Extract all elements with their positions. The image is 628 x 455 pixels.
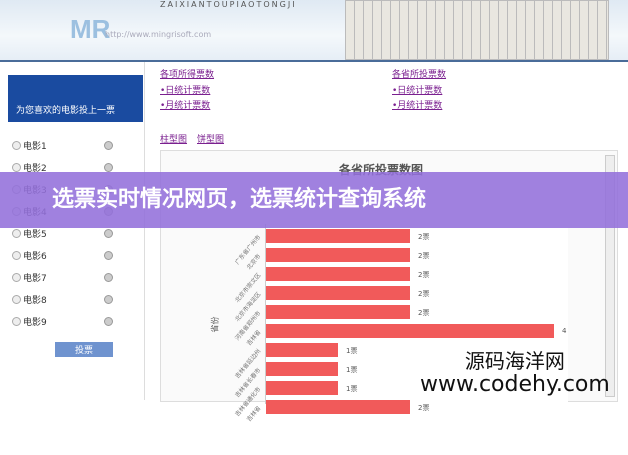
link-item-daily[interactable]: •日统计票数: [160, 86, 211, 96]
radio-icon[interactable]: [12, 141, 21, 150]
movie-option[interactable]: 电影7: [12, 270, 142, 286]
movie-label: 电影1: [23, 142, 47, 152]
data-label: 1票: [346, 366, 358, 374]
bar: [266, 286, 410, 300]
bar: [266, 248, 410, 262]
logo: MR: [70, 14, 111, 44]
data-label: 2票: [418, 404, 430, 412]
link-province-votes[interactable]: 各省所投票数: [392, 70, 447, 80]
header-url: http://www.mingrisoft.com: [105, 30, 212, 39]
bar-chart-link[interactable]: 柱型图: [160, 135, 188, 145]
bar: [266, 400, 410, 414]
data-label: 2票: [418, 290, 430, 298]
pie-chart-link[interactable]: 饼型图: [197, 135, 225, 145]
radio-button[interactable]: [104, 273, 113, 282]
bar: [266, 305, 410, 319]
watermark: 源码海洋网 www.codehy.com: [420, 345, 610, 396]
data-label: 2票: [418, 271, 430, 279]
scrollbar[interactable]: [605, 155, 615, 397]
bar: [266, 229, 410, 243]
movie-option[interactable]: 电影8: [12, 292, 142, 308]
movie-label: 电影8: [23, 296, 47, 306]
link-province-daily[interactable]: •日统计票数: [392, 86, 443, 96]
movie-label: 电影7: [23, 274, 47, 284]
radio-button[interactable]: [104, 295, 113, 304]
radio-icon[interactable]: [12, 273, 21, 282]
radio-icon[interactable]: [12, 317, 21, 326]
link-item-monthly[interactable]: •月统计票数: [160, 101, 211, 111]
radio-button[interactable]: [104, 317, 113, 326]
link-province-monthly[interactable]: •月统计票数: [392, 101, 443, 111]
vote-panel: 为您喜欢的电影投上一票 电影1电影2电影3电影4电影5电影6电影7电影8电影9 …: [8, 62, 145, 400]
bar: [266, 381, 338, 395]
plot-area: 2票 2票 2票 2票 2票 4 1票 1票 1票 2票: [265, 224, 568, 414]
overlay-banner: 选票实时情况网页，选票统计查询系统: [0, 172, 628, 228]
radio-button[interactable]: [104, 251, 113, 260]
radio-button[interactable]: [104, 163, 113, 172]
radio-icon[interactable]: [12, 251, 21, 260]
data-label: 1票: [346, 385, 358, 393]
watermark-line2: www.codehy.com: [420, 372, 610, 397]
bar: [266, 362, 338, 376]
bar: [266, 324, 554, 338]
bar: [266, 267, 410, 281]
data-label: 4: [562, 327, 567, 335]
data-label: 2票: [418, 252, 430, 260]
movie-option[interactable]: 电影5: [12, 226, 142, 242]
movie-option[interactable]: 电影2: [12, 160, 142, 176]
radio-icon[interactable]: [12, 229, 21, 238]
movie-option[interactable]: 电影6: [12, 248, 142, 264]
data-label: 2票: [418, 233, 430, 241]
link-item-votes[interactable]: 各项所得票数: [160, 70, 215, 80]
movie-option[interactable]: 电影1: [12, 138, 142, 154]
movie-label: 电影9: [23, 318, 47, 328]
header-banner: ZAIXIANTOUPIAOTONGJI MR http://www.mingr…: [0, 0, 628, 62]
radio-button[interactable]: [104, 229, 113, 238]
vote-panel-title: 为您喜欢的电影投上一票: [8, 75, 143, 122]
data-label: 2票: [418, 309, 430, 317]
radio-button[interactable]: [104, 141, 113, 150]
movie-label: 电影5: [23, 230, 47, 240]
movie-label: 电影2: [23, 164, 47, 174]
vote-title-text: 为您喜欢的电影投上一票: [16, 106, 116, 116]
movie-label: 电影6: [23, 252, 47, 262]
keyboard-image: [345, 0, 609, 60]
vote-button[interactable]: 投票: [55, 342, 113, 357]
watermark-line1: 源码海洋网: [464, 349, 565, 373]
bar: [266, 343, 338, 357]
data-label: 1票: [346, 347, 358, 355]
movie-option[interactable]: 电影9: [12, 314, 142, 330]
header-subtitle: ZAIXIANTOUPIAOTONGJI: [160, 0, 297, 9]
radio-icon[interactable]: [12, 295, 21, 304]
radio-icon[interactable]: [12, 163, 21, 172]
